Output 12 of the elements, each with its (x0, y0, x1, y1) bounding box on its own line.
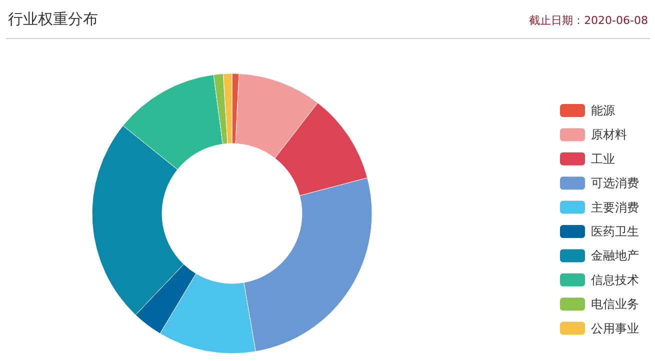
legend-label: 原材料 (591, 128, 627, 142)
legend-label: 公用事业 (591, 321, 639, 336)
legend-label: 信息技术 (591, 272, 639, 287)
chart-title: 行业权重分布 (8, 10, 98, 28)
legend-label: 电信业务 (591, 297, 639, 312)
legend-label: 可选消费 (591, 176, 639, 190)
legend-label: 主要消费 (591, 200, 639, 214)
legend-label: 工业 (591, 152, 615, 166)
legend-label: 医药卫生 (591, 224, 639, 238)
legend-label: 能源 (591, 104, 615, 118)
legend-label: 金融地产 (591, 248, 639, 263)
chart-subtitle: 截止日期：2020-06-08 (529, 14, 648, 27)
